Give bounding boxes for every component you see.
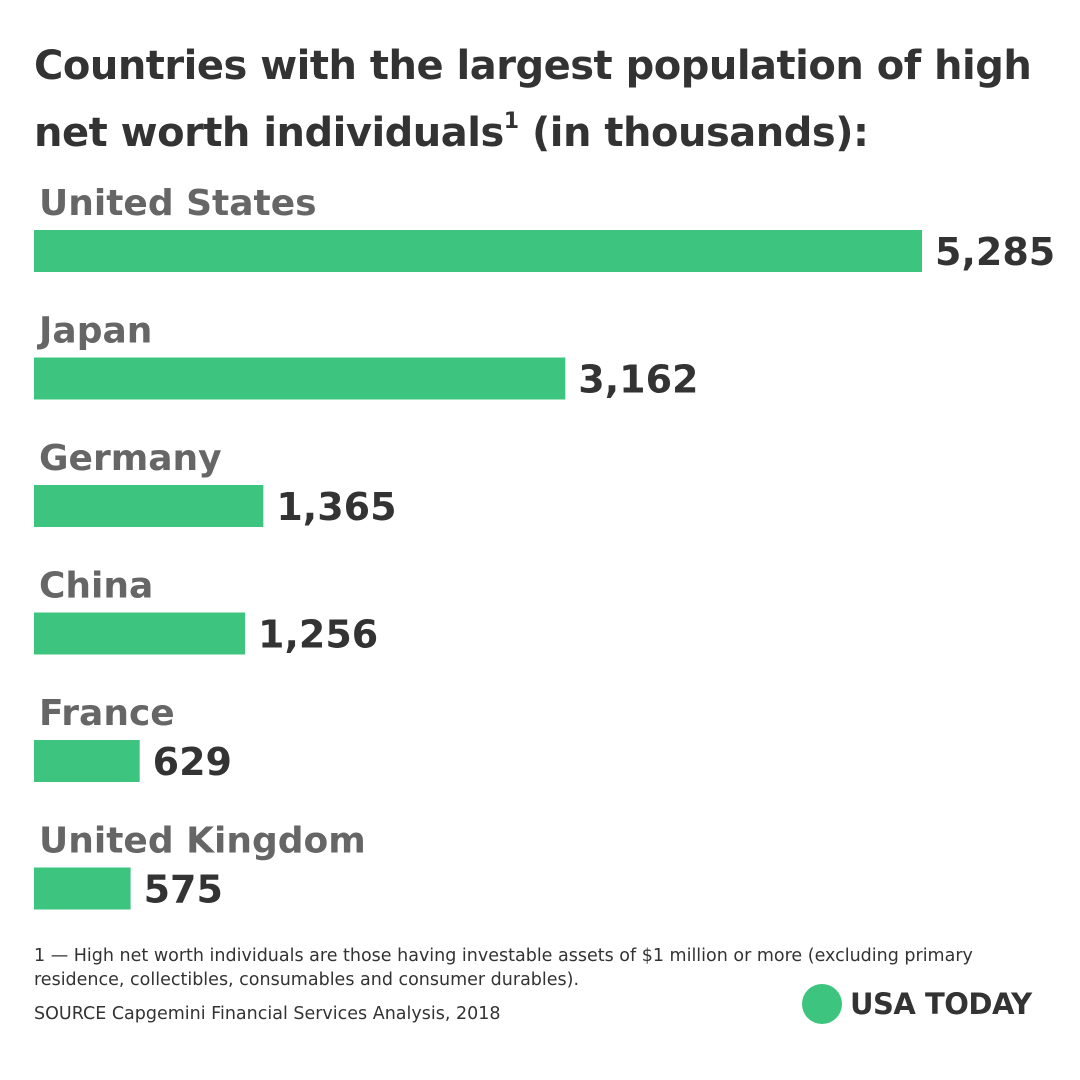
bar-united-kingdom [34,867,131,910]
bar-japan [34,357,566,400]
value-label-france: 629 [153,740,232,784]
category-label-china: China [39,566,153,607]
usa-today-logo: USA TODAY [802,984,1032,1024]
value-label-germany: 1,365 [276,485,396,529]
category-label-germany: Germany [39,438,222,479]
category-label-united-kingdom: United Kingdom [39,821,366,862]
chart-title: Countries with the largest population of… [34,38,1054,161]
footnote: 1 — High net worth individuals are those… [34,946,973,990]
value-label-united-states: 5,285 [935,230,1055,274]
brand-dot-icon [802,984,842,1024]
category-label-japan: Japan [36,311,152,352]
bar-germany [34,485,264,527]
value-label-japan: 3,162 [578,358,698,402]
value-label-united-kingdom: 575 [144,868,223,912]
category-label-france: France [39,693,175,734]
brand-name: USA TODAY [850,987,1032,1021]
chart-title-main: Countries with the largest population of… [34,43,1032,156]
value-label-china: 1,256 [258,613,378,657]
bar-united-states [34,230,922,272]
bar-china [34,612,246,655]
chart-title-unit: (in thousands): [518,110,869,156]
bar-france [34,740,140,782]
source-credit: SOURCE Capgemini Financial Services Anal… [34,1004,501,1024]
bar-chart: United States 5,285 Japan 3,162 Germany 1,365… [34,183,1055,912]
chart-title-footnote-marker: 1 [503,109,519,134]
category-label-united-states: United States [39,183,317,224]
